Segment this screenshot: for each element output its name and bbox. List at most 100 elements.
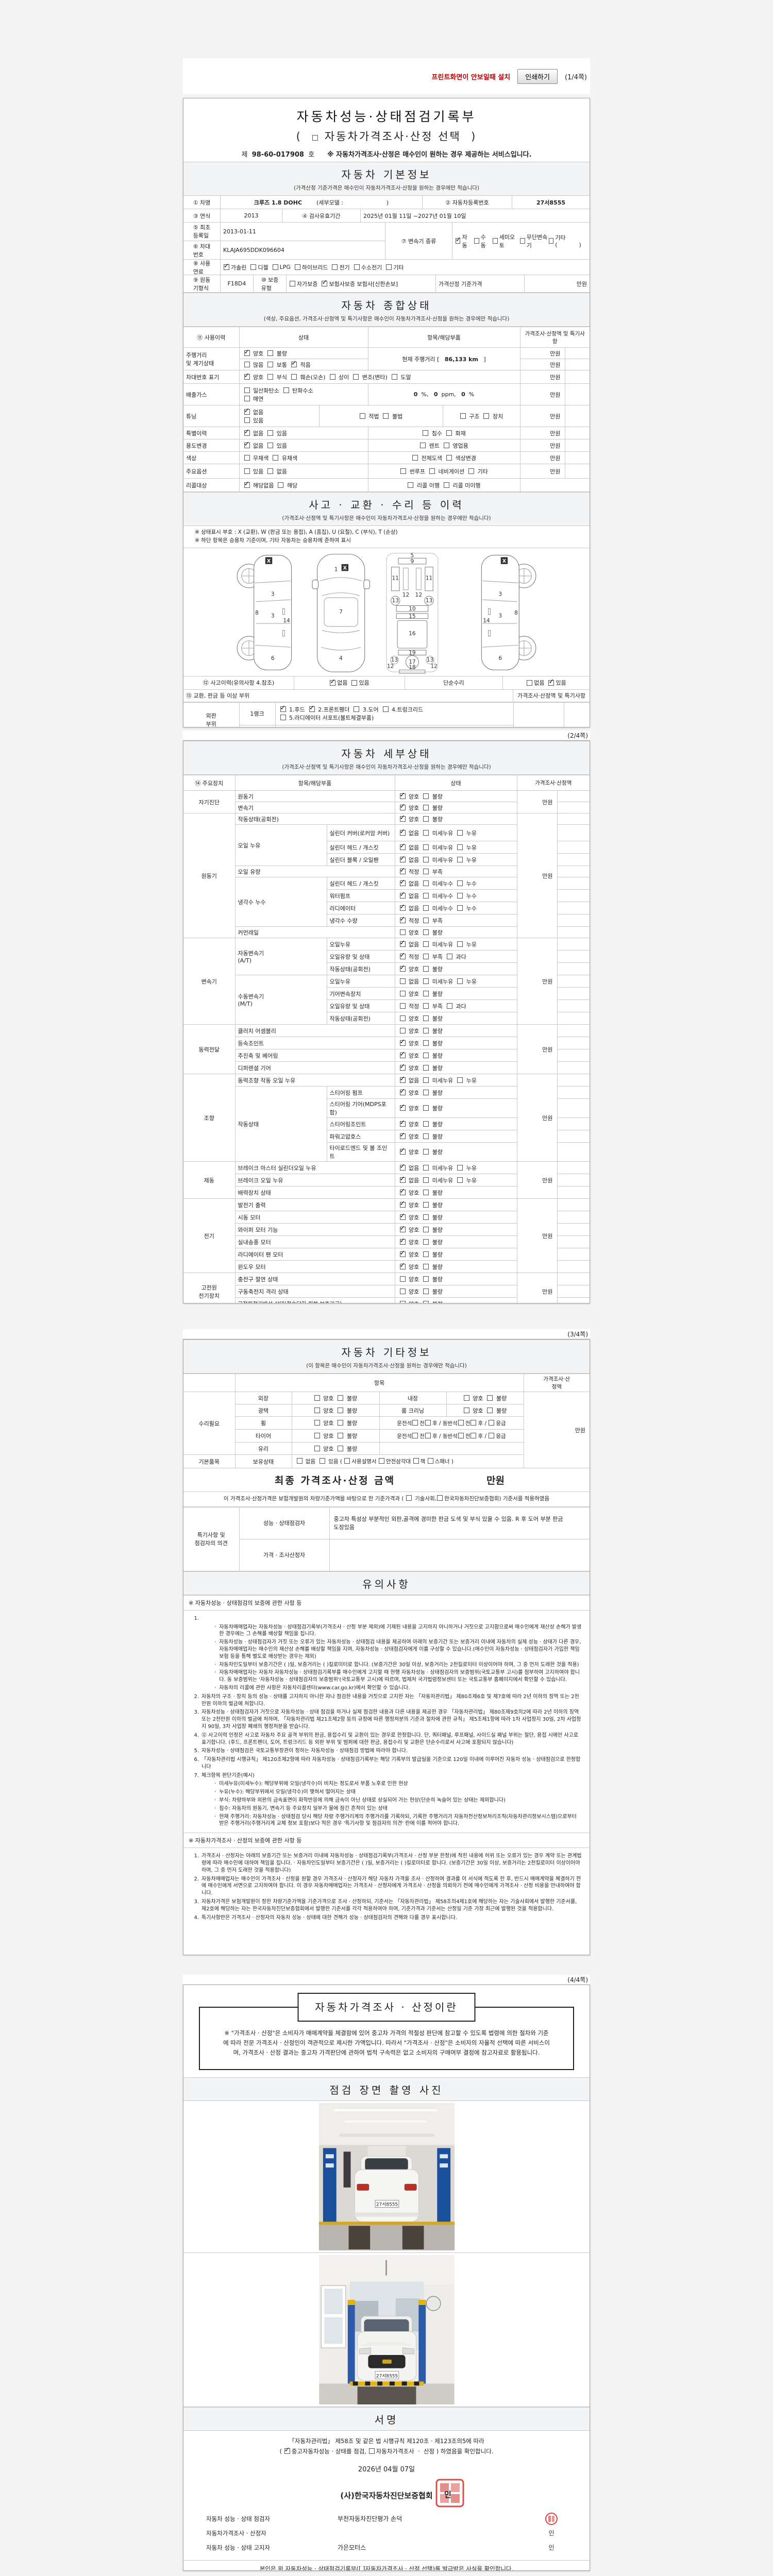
checkbox[interactable] [351, 680, 358, 686]
checkbox[interactable] [423, 1263, 429, 1269]
checkbox[interactable] [391, 374, 397, 380]
checkbox[interactable] [423, 965, 429, 972]
checkbox[interactable] [423, 1226, 429, 1232]
checkbox[interactable] [423, 1052, 429, 1058]
checkbox[interactable] [267, 350, 274, 356]
checkbox-checked[interactable] [309, 704, 315, 712]
checkbox-checked[interactable] [399, 1188, 406, 1195]
checkbox[interactable] [294, 264, 300, 270]
checkbox[interactable] [423, 1177, 429, 1183]
checkbox[interactable] [406, 1495, 412, 1501]
checkbox[interactable] [457, 829, 463, 836]
checkbox[interactable] [386, 264, 392, 270]
checkbox-checked[interactable] [284, 2446, 290, 2454]
checkbox[interactable] [423, 1105, 429, 1111]
checkbox[interactable] [290, 281, 295, 286]
checkbox-checked[interactable] [548, 678, 554, 686]
checkbox[interactable] [244, 361, 250, 367]
checkbox-checked[interactable] [399, 1088, 406, 1095]
checkbox[interactable] [314, 1420, 320, 1426]
checkbox[interactable] [283, 387, 289, 393]
checkbox[interactable] [463, 1407, 469, 1413]
checkbox[interactable] [429, 468, 435, 474]
checkbox-checked[interactable] [399, 855, 406, 862]
checkbox-checked[interactable] [399, 1163, 406, 1171]
checkbox[interactable] [423, 1201, 429, 1208]
checkbox[interactable] [457, 844, 463, 850]
checkbox[interactable] [314, 1445, 320, 1451]
checkbox[interactable] [457, 892, 463, 899]
checkbox[interactable] [423, 941, 429, 947]
checkbox[interactable] [458, 1432, 464, 1438]
checkbox[interactable] [423, 1027, 429, 1033]
checkbox[interactable] [423, 1276, 429, 1282]
checkbox[interactable] [423, 844, 429, 850]
checkbox-checked[interactable] [224, 262, 229, 270]
checkbox[interactable] [383, 413, 389, 419]
checkbox-checked[interactable] [399, 814, 406, 822]
checkbox[interactable] [267, 430, 274, 436]
checkbox[interactable] [412, 1432, 418, 1438]
checkbox[interactable] [474, 238, 479, 244]
checkbox-checked[interactable] [399, 1050, 406, 1058]
checkbox-checked[interactable] [399, 916, 406, 923]
checkbox-checked[interactable] [244, 440, 250, 448]
checkbox[interactable] [423, 1089, 429, 1095]
checkbox[interactable] [483, 413, 490, 419]
checkbox[interactable] [332, 264, 338, 270]
checkbox[interactable] [314, 1407, 320, 1413]
checkbox[interactable] [423, 1164, 429, 1171]
checkbox[interactable] [489, 1419, 495, 1426]
checkbox[interactable] [423, 1239, 429, 1245]
checkbox-checked[interactable] [399, 791, 406, 799]
checkbox[interactable] [457, 978, 463, 984]
checkbox[interactable] [399, 1276, 406, 1282]
checkbox[interactable] [463, 1395, 469, 1401]
checkbox-checked[interactable] [399, 1038, 406, 1046]
checkbox-checked[interactable] [330, 678, 336, 686]
checkbox[interactable] [423, 1121, 429, 1127]
checkbox-checked[interactable] [399, 1131, 406, 1139]
checkbox-checked[interactable] [244, 480, 250, 488]
checkbox[interactable] [423, 1288, 429, 1294]
checkbox[interactable] [408, 482, 414, 488]
checkbox[interactable] [423, 953, 429, 959]
checkbox[interactable] [412, 454, 418, 461]
checkbox[interactable] [423, 1064, 429, 1071]
checkbox[interactable] [457, 941, 463, 947]
checkbox[interactable] [423, 1189, 429, 1195]
checkbox[interactable] [244, 468, 250, 474]
checkbox[interactable] [423, 856, 429, 862]
checkbox[interactable] [267, 361, 274, 367]
checkbox[interactable] [338, 1420, 344, 1426]
checkbox[interactable] [399, 1288, 406, 1294]
checkbox[interactable] [338, 1395, 344, 1401]
checkbox[interactable] [354, 264, 360, 270]
checkbox[interactable] [470, 1419, 477, 1426]
checkbox[interactable] [423, 892, 429, 899]
checkbox[interactable] [399, 1027, 406, 1033]
checkbox-checked[interactable] [244, 348, 250, 356]
checkbox[interactable] [423, 868, 429, 874]
checkbox[interactable] [272, 264, 278, 270]
checkbox[interactable] [443, 442, 449, 448]
checkbox[interactable] [423, 1015, 429, 1021]
checkbox-checked[interactable] [244, 407, 250, 415]
print-button[interactable]: 인쇄하기 [517, 69, 558, 84]
checkbox[interactable] [470, 1432, 477, 1438]
checkbox-checked[interactable] [399, 939, 406, 947]
checkbox[interactable] [354, 706, 360, 712]
checkbox[interactable] [319, 1458, 325, 1464]
checkbox[interactable] [267, 468, 274, 474]
checkbox[interactable] [314, 1433, 320, 1438]
checkbox[interactable] [244, 417, 250, 423]
checkbox[interactable] [368, 2448, 375, 2454]
checkbox[interactable] [423, 1003, 429, 1009]
checkbox[interactable] [420, 442, 426, 448]
checkbox-checked[interactable] [399, 1147, 406, 1155]
checkbox-checked[interactable] [399, 964, 406, 972]
checkbox-checked[interactable] [322, 279, 328, 286]
checkbox[interactable] [423, 978, 429, 984]
checkbox[interactable] [412, 1419, 418, 1426]
checkbox[interactable] [244, 387, 250, 393]
